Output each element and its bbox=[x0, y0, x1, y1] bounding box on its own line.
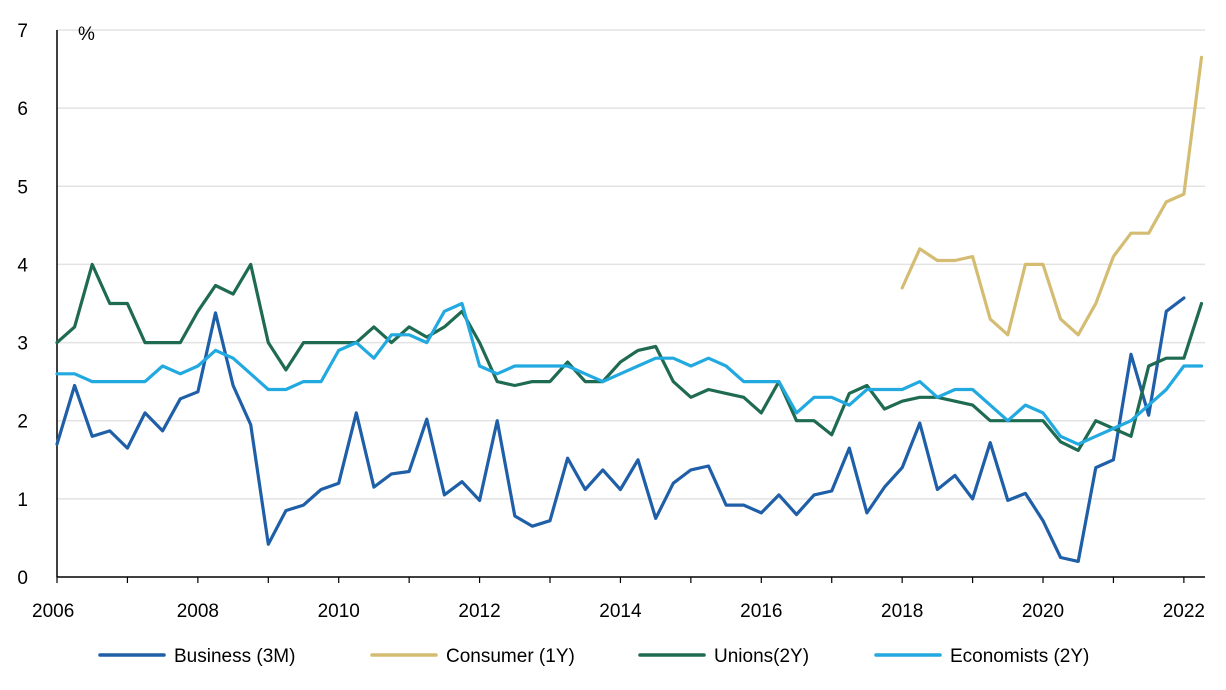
y-unit-label: % bbox=[78, 24, 95, 45]
x-tick-label-2018: 2018 bbox=[881, 601, 923, 622]
y-tick-label-7: 7 bbox=[17, 21, 28, 42]
series-line-economists-2y bbox=[55, 301, 1204, 446]
x-tick-label-2012: 2012 bbox=[458, 601, 500, 622]
x-tick-label-2008: 2008 bbox=[177, 601, 219, 622]
x-tick-label-2010: 2010 bbox=[318, 601, 360, 622]
series-line-consumer-1y bbox=[900, 55, 1204, 337]
x-tick-label-2020: 2020 bbox=[1022, 601, 1064, 622]
x-tick-label-2016: 2016 bbox=[740, 601, 782, 622]
legend-label-business-3m: Business (3M) bbox=[174, 646, 295, 667]
series-unions-2y bbox=[55, 262, 1204, 452]
y-tick-label-5: 5 bbox=[17, 177, 28, 198]
x-tick-label-2014: 2014 bbox=[599, 601, 642, 622]
x-tick-label-2006: 2006 bbox=[32, 601, 74, 622]
legend-label-economists-2y: Economists (2Y) bbox=[950, 646, 1089, 667]
series-lines bbox=[55, 55, 1204, 564]
series-economists-2y bbox=[55, 301, 1204, 446]
legend-label-unions-2y: Unions(2Y) bbox=[714, 646, 809, 667]
series-business-3m bbox=[55, 296, 1186, 564]
y-tick-label-1: 1 bbox=[17, 490, 28, 511]
legend-item-consumer-1y: Consumer (1Y) bbox=[370, 646, 575, 667]
legend-label-consumer-1y: Consumer (1Y) bbox=[446, 646, 575, 667]
y-tick-label-6: 6 bbox=[17, 99, 28, 120]
y-tick-label-4: 4 bbox=[17, 255, 28, 276]
x-tick-label-2022: 2022 bbox=[1163, 601, 1205, 622]
legend: Business (3M) Consumer (1Y) Unions(2Y) Econ… bbox=[98, 646, 1089, 667]
legend-item-business-3m: Business (3M) bbox=[98, 646, 295, 667]
legend-item-unions-2y: Unions(2Y) bbox=[638, 646, 809, 667]
legend-item-economists-2y: Economists (2Y) bbox=[874, 646, 1089, 667]
series-line-unions-2y bbox=[55, 262, 1204, 452]
y-tick-label-0: 0 bbox=[17, 568, 28, 589]
y-tick-label-2: 2 bbox=[17, 412, 28, 433]
y-tick-label-3: 3 bbox=[17, 334, 28, 355]
series-consumer-1y bbox=[900, 55, 1204, 337]
axes: 0 1 2 3 4 5 6 7 2006 2008 2010 2012 2014 2016 2018 2020… bbox=[17, 21, 1205, 622]
series-line-business-3m bbox=[55, 296, 1186, 564]
